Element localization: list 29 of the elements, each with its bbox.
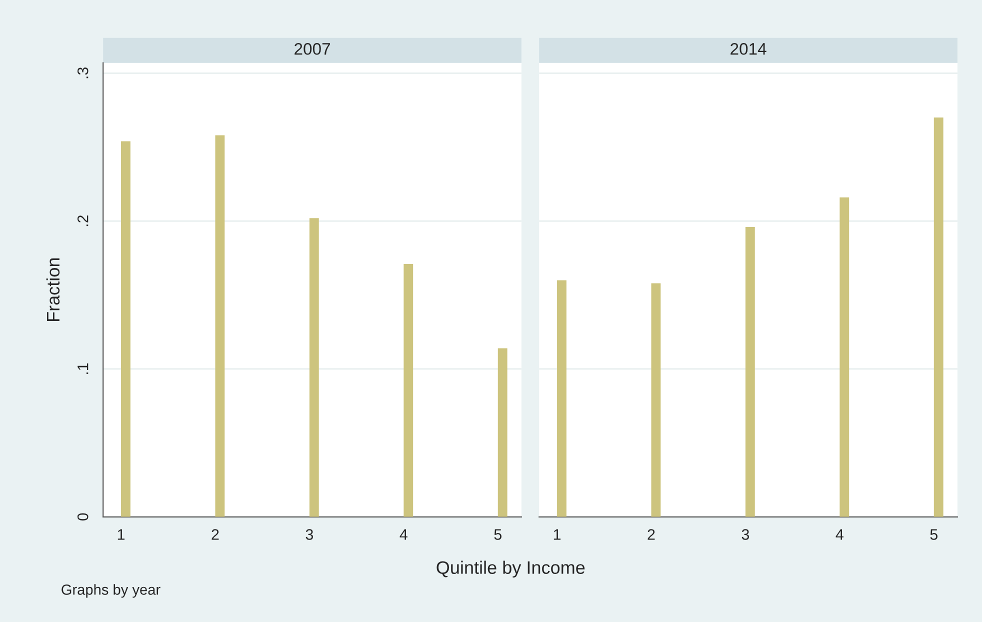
- text: Graphs by year: [62, 584, 160, 598]
- x-tick-label: 2: [648, 529, 655, 540]
- y-tick-label: .3: [77, 67, 88, 78]
- x-tick-label: 3: [742, 529, 750, 540]
- x-tick-label: 4: [400, 529, 408, 540]
- bar: [745, 226, 755, 517]
- x-tick-label: 1: [118, 529, 125, 540]
- x-tick-label: 4: [836, 529, 844, 540]
- x-tick-label: 5: [930, 529, 938, 540]
- y-tick-label: 0: [77, 513, 88, 521]
- bar: [215, 135, 225, 517]
- x-tick-label: 3: [306, 529, 314, 540]
- bar: [840, 197, 850, 517]
- x-axis-title: Quintile by Income: [436, 560, 585, 578]
- bar: [498, 348, 508, 517]
- x-tick-label: 5: [494, 529, 502, 540]
- bar: [651, 283, 661, 517]
- x-tick-label: 1: [554, 529, 561, 540]
- bar: [309, 218, 319, 517]
- y-tick-label: .1: [78, 363, 88, 374]
- y-axis-title: Fraction: [46, 258, 60, 321]
- chart-title: 2014: [730, 43, 766, 55]
- bar: [121, 141, 130, 517]
- bar: [557, 280, 566, 517]
- chart-title: 2007: [294, 43, 330, 55]
- bar: [934, 118, 944, 517]
- y-tick-label: .2: [77, 215, 88, 226]
- bar: [404, 264, 414, 517]
- x-tick-label: 2: [212, 529, 219, 540]
